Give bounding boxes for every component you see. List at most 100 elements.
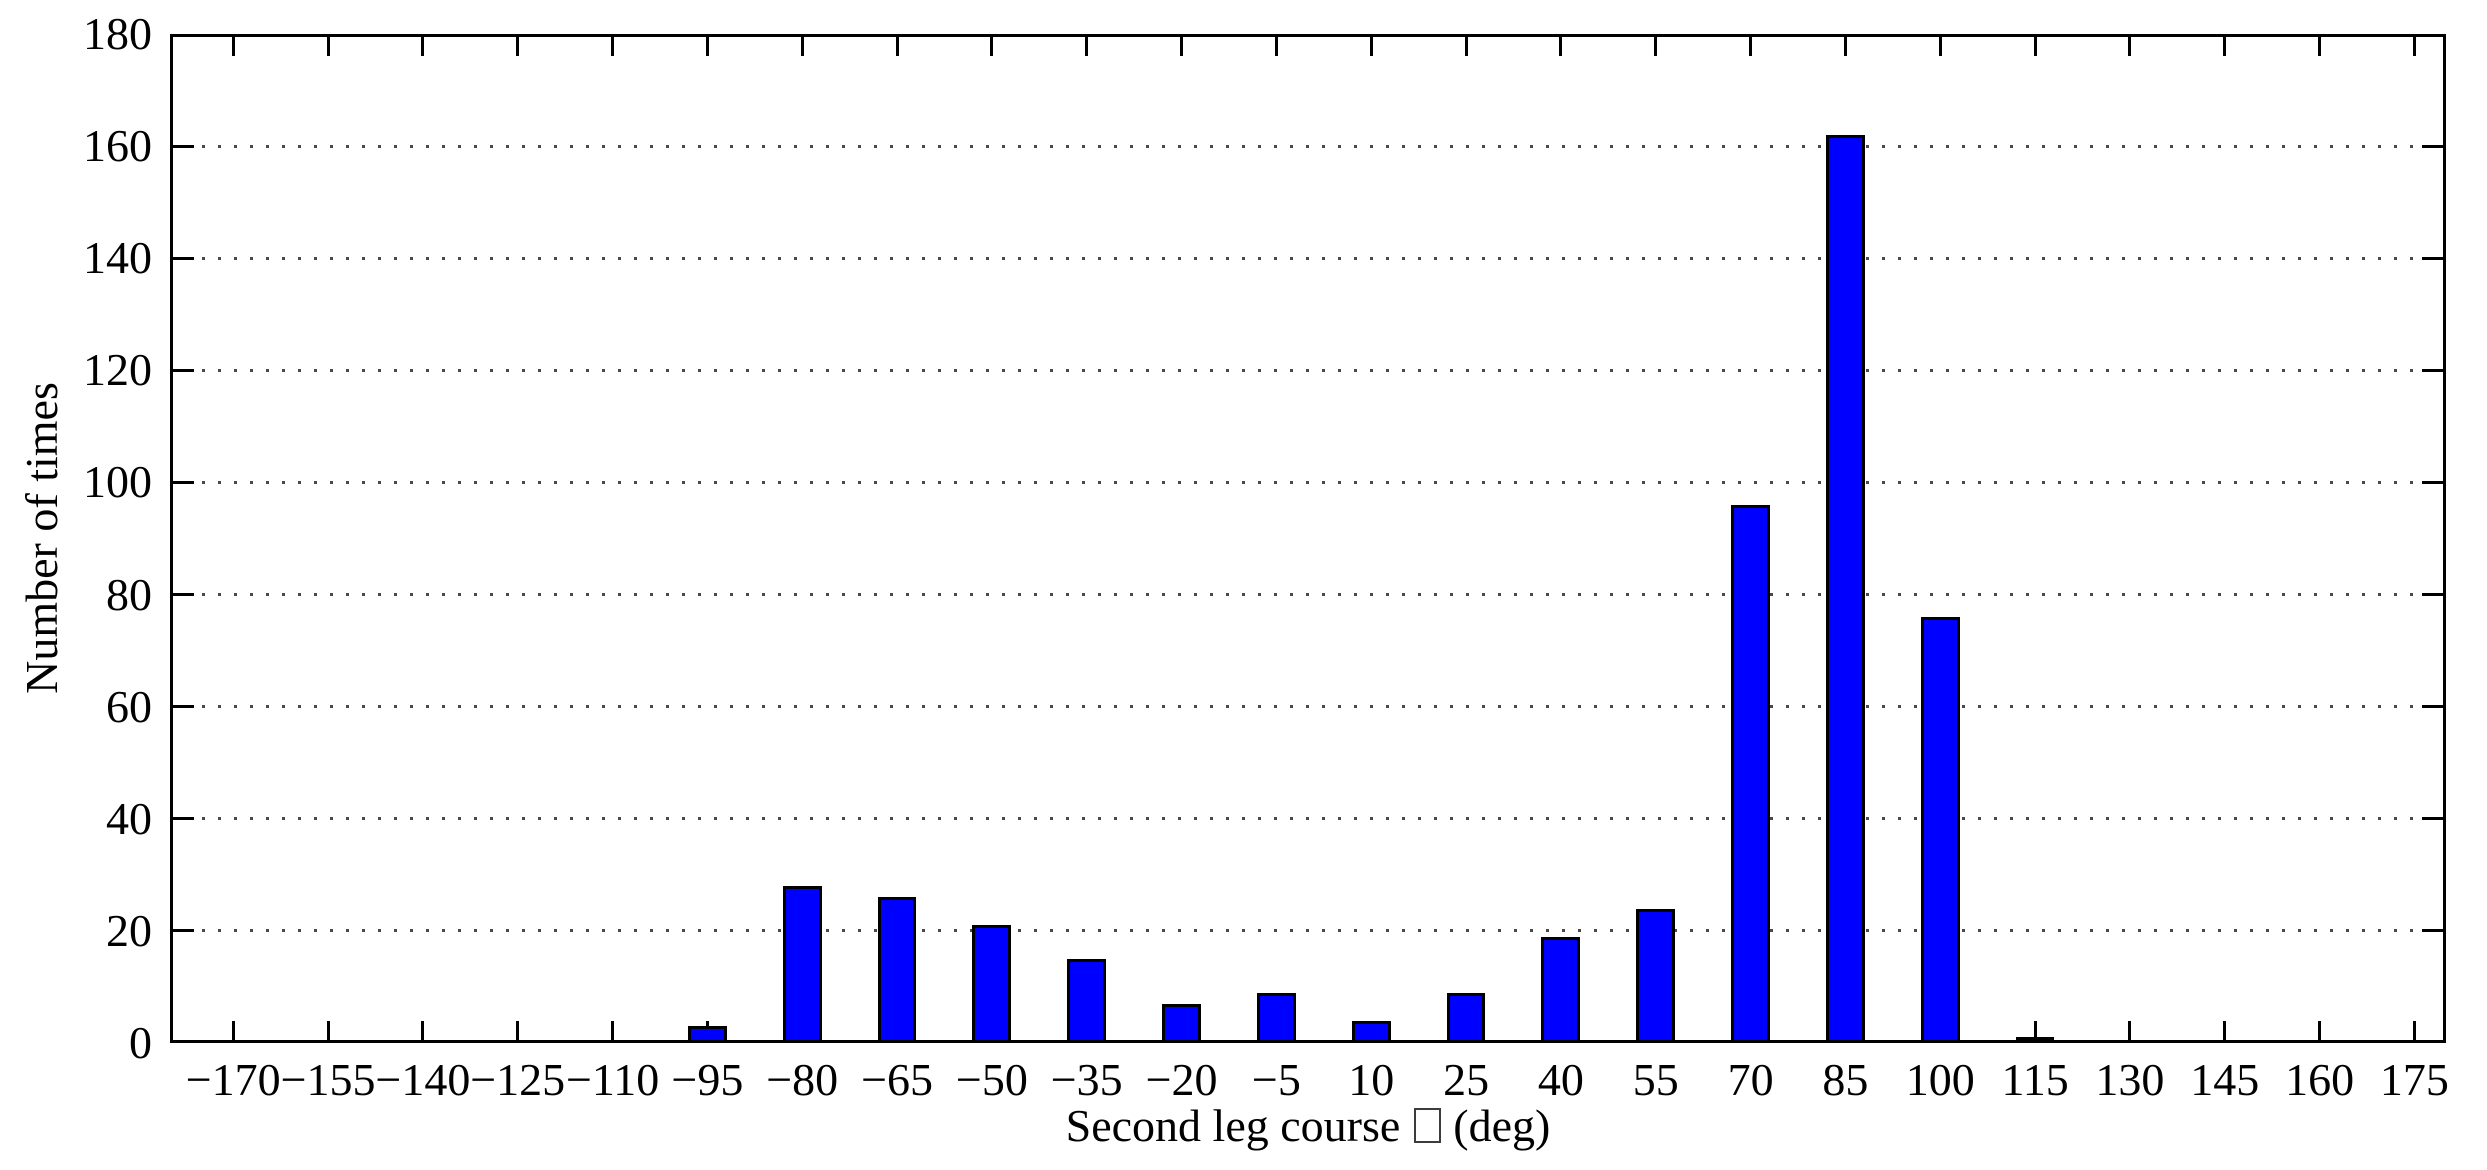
plot-area: [170, 34, 2446, 1043]
x-tick-top: [1749, 34, 1753, 56]
x-tick-label: −95: [671, 1054, 744, 1105]
y-tick-right: [2422, 817, 2446, 821]
y-tick-label: 40: [106, 792, 152, 844]
gridline: [170, 593, 2446, 597]
y-tick-right: [2422, 929, 2446, 933]
x-tick-label: 70: [1727, 1054, 1774, 1105]
x-tick-top: [1843, 34, 1847, 56]
y-tick-left: [170, 817, 194, 821]
y-tick-left: [170, 929, 194, 933]
y-tick-label: 140: [83, 232, 152, 284]
x-tick-label: −65: [861, 1054, 934, 1105]
x-tick-top: [1464, 34, 1468, 56]
x-tick-top: [1654, 34, 1658, 56]
y-tick-left: [170, 593, 194, 597]
x-tick-top: [326, 34, 330, 56]
x-tick-bottom: [231, 1021, 235, 1043]
x-tick-top: [421, 34, 425, 56]
y-tick-right: [2422, 256, 2446, 260]
bar: [1446, 992, 1486, 1043]
gridline: [170, 817, 2446, 821]
x-tick-bottom: [326, 1021, 330, 1043]
y-tick-left: [170, 705, 194, 709]
x-tick-label: 160: [2285, 1054, 2355, 1105]
gridline: [170, 368, 2446, 372]
bar: [1731, 504, 1770, 1043]
bar: [1920, 617, 1960, 1043]
x-tick-label: −110: [565, 1054, 660, 1105]
x-tick-top: [2033, 34, 2037, 56]
x-tick-top: [800, 34, 804, 56]
x-tick-bottom: [611, 1021, 615, 1043]
x-axis-label-prefix: Second leg course: [1065, 1100, 1401, 1151]
x-tick-top: [231, 34, 235, 56]
bar: [1067, 958, 1107, 1043]
x-tick-bottom: [516, 1021, 520, 1043]
x-tick-bottom: [2318, 1021, 2322, 1043]
x-tick-top: [895, 34, 899, 56]
bar: [972, 925, 1012, 1043]
bar: [1256, 992, 1296, 1043]
y-tick-label: 160: [83, 120, 152, 172]
bar: [1351, 1020, 1391, 1043]
x-tick-bottom: [421, 1021, 425, 1043]
x-tick-label: 40: [1537, 1054, 1584, 1105]
x-tick-bottom: [2412, 1021, 2416, 1043]
x-tick-label: −80: [766, 1054, 839, 1105]
x-tick-top: [611, 34, 615, 56]
y-tick-right: [2422, 368, 2446, 372]
x-tick-top: [1180, 34, 1184, 56]
y-tick-label: 100: [83, 456, 152, 508]
x-tick-label: −35: [1050, 1054, 1123, 1105]
x-tick-top: [2128, 34, 2132, 56]
y-tick-label: 80: [106, 568, 152, 620]
y-tick-label: 180: [83, 8, 152, 59]
x-tick-label: −50: [955, 1054, 1028, 1105]
bar: [1636, 908, 1676, 1043]
x-tick-label: −140: [375, 1054, 471, 1105]
gridline: [170, 929, 2446, 933]
x-tick-top: [516, 34, 520, 56]
x-tick-top: [705, 34, 709, 56]
y-tick-right: [2422, 705, 2446, 709]
y-tick-label: 60: [106, 680, 152, 732]
x-tick-bottom: [2033, 1021, 2037, 1043]
x-tick-top: [1938, 34, 1942, 56]
x-tick-label: 25: [1443, 1054, 1490, 1105]
bar: [2015, 1037, 2055, 1043]
y-tick-right: [2422, 593, 2446, 597]
x-tick-label: 130: [2095, 1054, 2165, 1105]
gridline: [170, 144, 2446, 148]
x-axis-label: Second leg course (deg): [170, 1100, 2446, 1152]
x-tick-top: [1274, 34, 1278, 56]
y-tick-left: [170, 368, 194, 372]
missing-glyph-box: [1414, 1108, 1442, 1143]
x-tick-top: [2412, 34, 2416, 56]
x-tick-label: 145: [2190, 1054, 2260, 1105]
y-tick-right: [2422, 144, 2446, 148]
y-tick-left: [170, 144, 194, 148]
x-tick-top: [1559, 34, 1563, 56]
bar: [877, 897, 917, 1043]
bar: [1825, 134, 1865, 1043]
gridline: [170, 480, 2446, 484]
y-tick-label: 120: [83, 344, 152, 396]
x-tick-label: 175: [2379, 1054, 2449, 1105]
y-tick-right: [2422, 480, 2446, 484]
x-tick-label: −170: [185, 1054, 281, 1105]
bar: [1541, 936, 1581, 1043]
x-tick-bottom: [2128, 1021, 2132, 1043]
x-tick-top: [2223, 34, 2227, 56]
bar: [1162, 1003, 1201, 1043]
x-tick-top: [1085, 34, 1089, 56]
bar: [687, 1026, 727, 1043]
x-tick-label: 115: [2001, 1054, 2069, 1105]
y-axis-label: Number of times: [16, 382, 67, 694]
gridline: [170, 705, 2446, 709]
y-tick-left: [170, 256, 194, 260]
y-tick-left: [170, 480, 194, 484]
x-tick-top: [990, 34, 994, 56]
x-tick-top: [2318, 34, 2322, 56]
x-axis-label-suffix: (deg): [1453, 1100, 1551, 1151]
